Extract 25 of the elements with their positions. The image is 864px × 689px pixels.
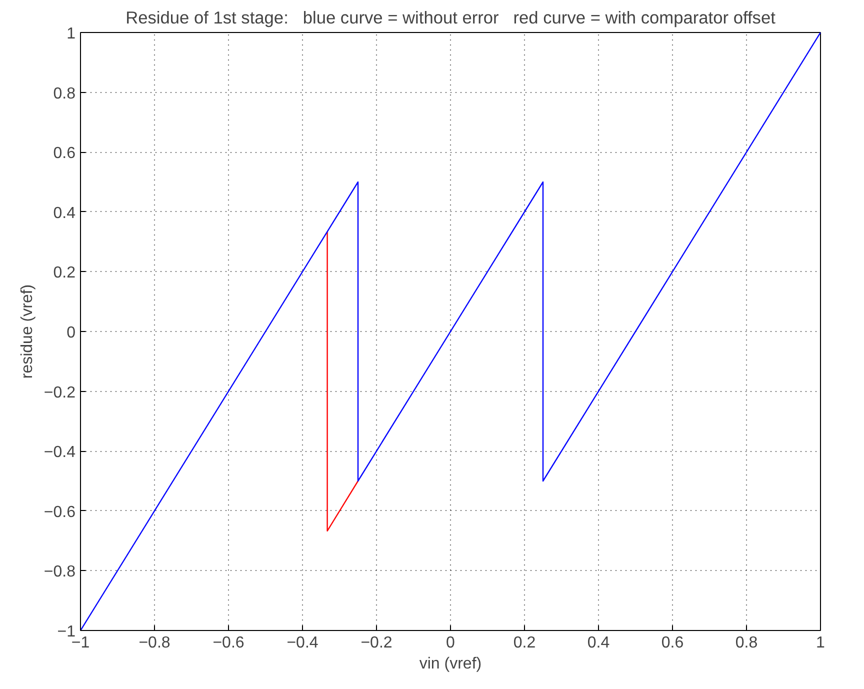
line-series bbox=[80, 32, 820, 630]
x-tick-label: 1 bbox=[816, 634, 826, 652]
x-tick-label: 0.4 bbox=[587, 634, 610, 652]
x-tick-label: −0.6 bbox=[212, 634, 244, 652]
chart-title: Residue of 1st stage: blue curve = without error red curve = with comparator offset bbox=[126, 8, 776, 28]
x-tick-label: 0.8 bbox=[735, 634, 758, 652]
x-tick-label: −0.4 bbox=[286, 634, 318, 652]
x-tick-label: −0.2 bbox=[360, 634, 392, 652]
y-tick-label: −0.6 bbox=[44, 504, 76, 521]
y-tick-label: 0.4 bbox=[53, 204, 76, 222]
y-tick-label: 1 bbox=[66, 26, 76, 42]
x-tick-label: 0.6 bbox=[661, 634, 684, 652]
y-tick-label: 0 bbox=[66, 324, 76, 342]
y-tick-label: 0.8 bbox=[53, 85, 76, 102]
y-tick-label: −0.2 bbox=[44, 384, 76, 402]
y-tick-label: 0.6 bbox=[53, 145, 76, 162]
y-tick-label: −1 bbox=[57, 624, 76, 640]
y-tick-label: 0.2 bbox=[53, 264, 76, 282]
y-tick-label: −0.8 bbox=[44, 564, 76, 581]
y-tick-label: −0.4 bbox=[44, 444, 76, 462]
x-tick-label: −0.8 bbox=[138, 634, 170, 652]
x-tick-label: 0 bbox=[446, 634, 456, 652]
x-tick-label: 0.2 bbox=[513, 634, 536, 652]
x-axis-title: vin (vref) bbox=[419, 656, 482, 672]
y-axis-title: residue (vref) bbox=[18, 284, 36, 379]
